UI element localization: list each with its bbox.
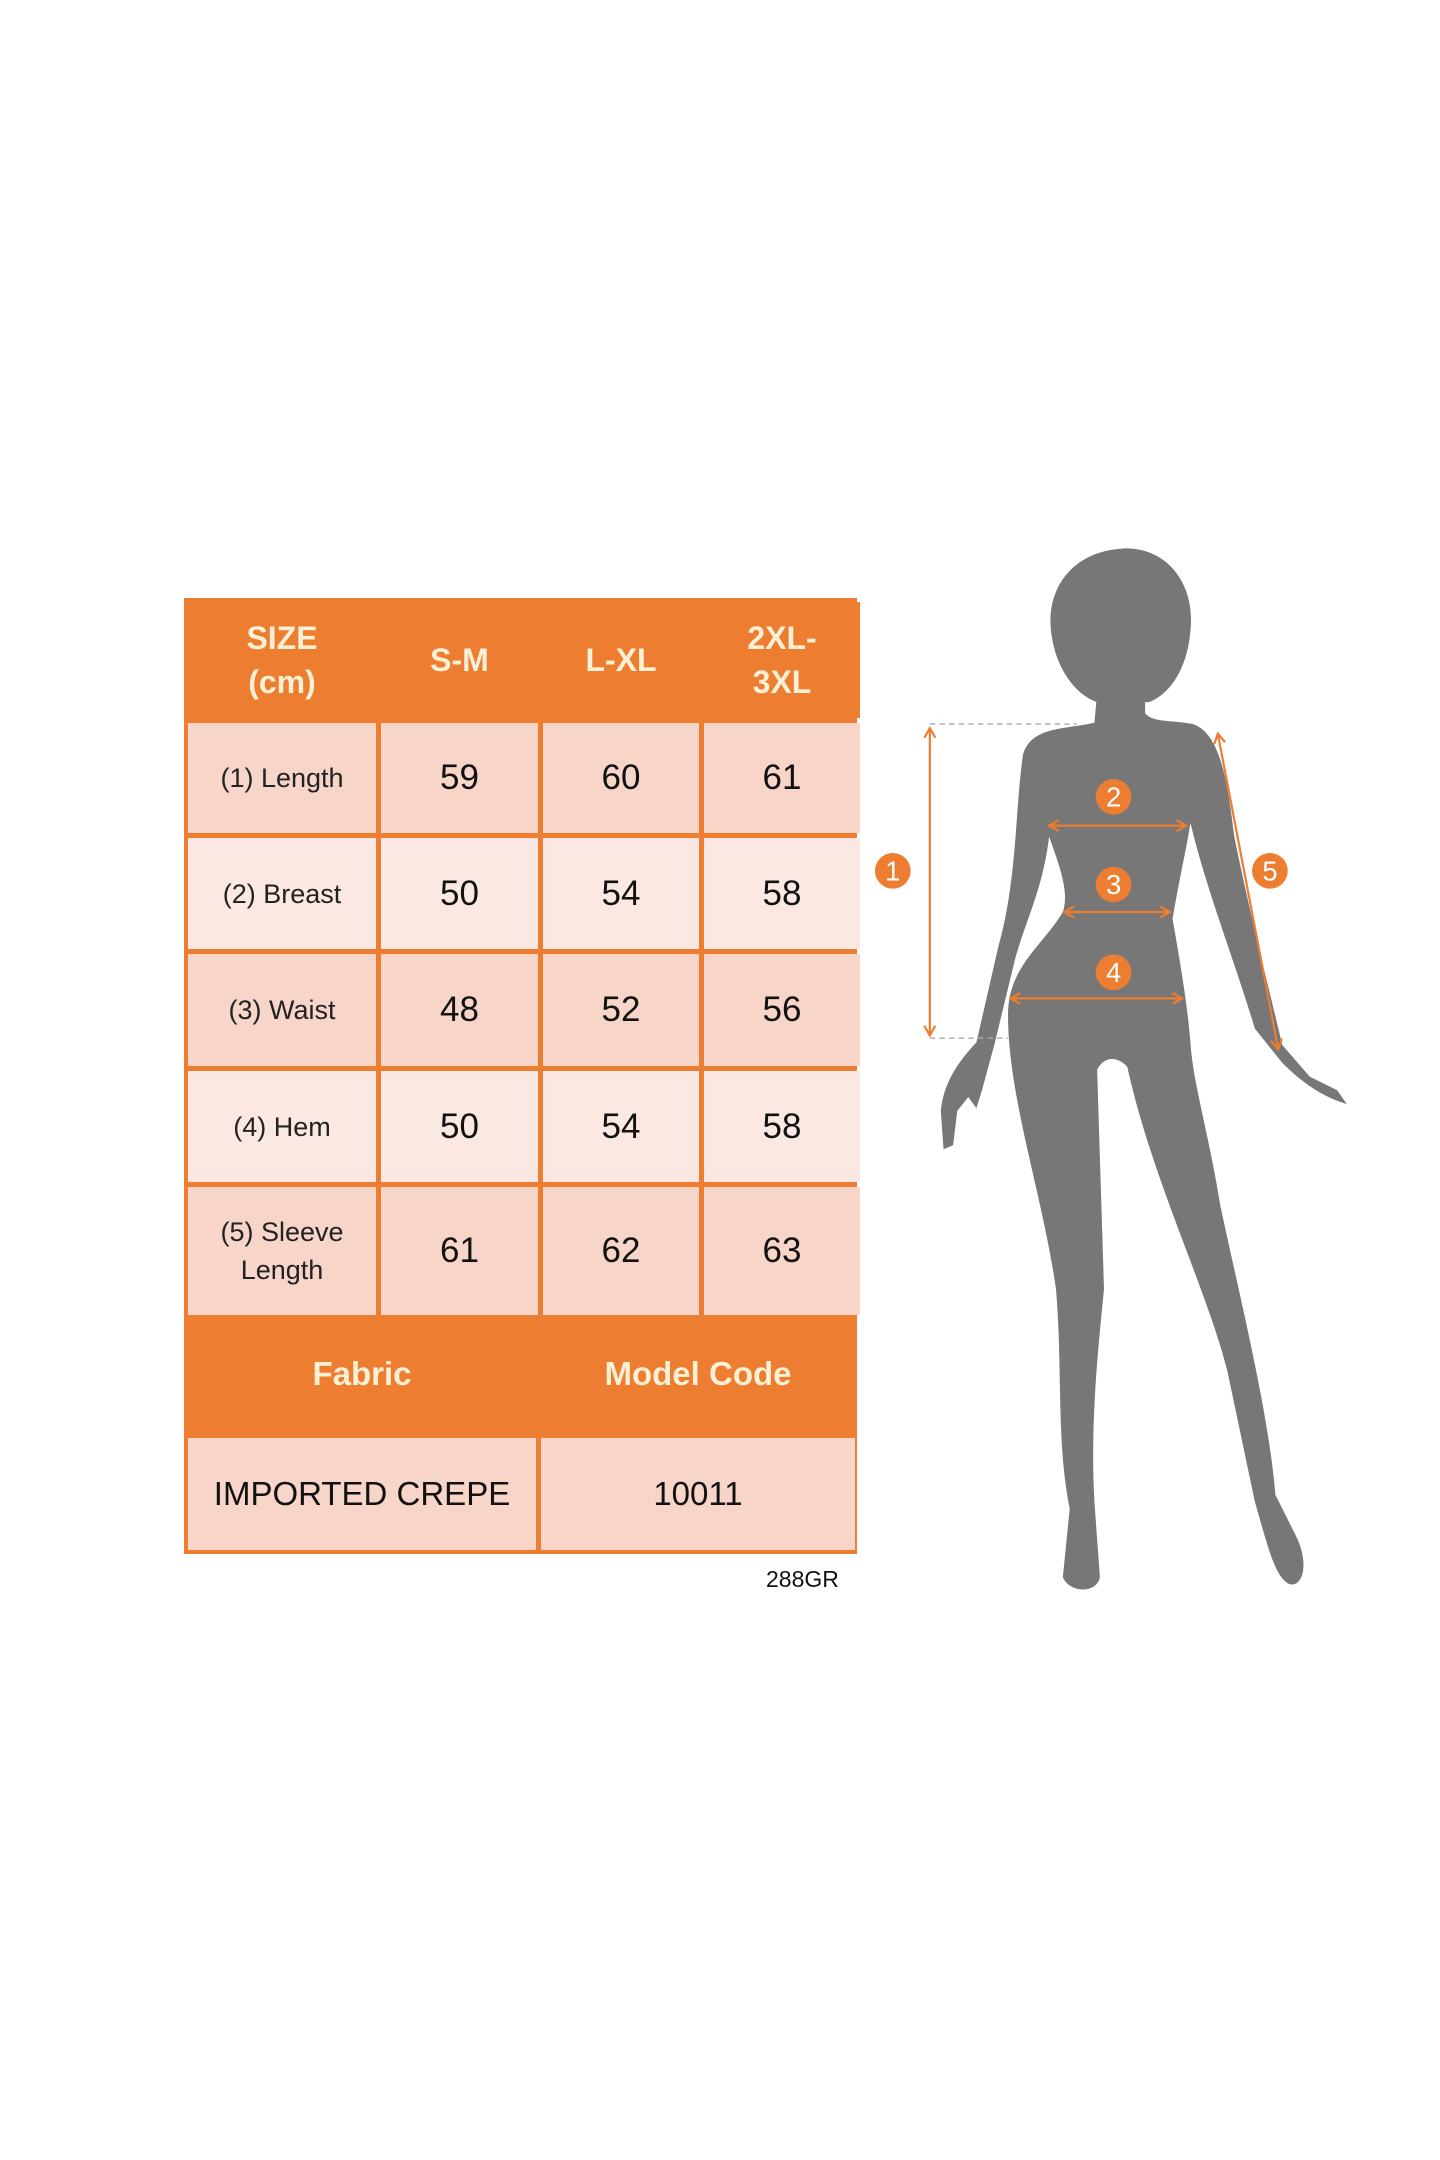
cell: 54: [543, 1071, 699, 1182]
header-text: 3XL: [752, 664, 812, 700]
product-code: 288GR: [766, 1566, 839, 1592]
fabric-value: IMPORTED CREPE: [188, 1438, 536, 1550]
marker-2-label: 2: [1106, 781, 1121, 812]
cell: 58: [704, 1071, 860, 1182]
marker-4-circle: [1095, 954, 1132, 991]
cell: 61: [381, 1187, 538, 1315]
cell: 48: [381, 954, 538, 1066]
marker-3-circle: [1095, 866, 1132, 903]
row-label-hem: (4) Hem: [188, 1071, 376, 1182]
row-label-breast: (2) Breast: [188, 838, 376, 949]
cell: 54: [543, 838, 699, 949]
size-chart-table: SIZE (cm) S-M L-XL 2XL- 3XL (1) Length 59 …: [184, 598, 860, 1554]
cell: 59: [381, 723, 538, 833]
body-shape: [940, 692, 1347, 1590]
header-l-xl: L-XL: [543, 602, 699, 718]
header-s-m: S-M: [381, 602, 538, 718]
header-size: SIZE (cm): [188, 602, 376, 718]
marker-1-circle: [874, 853, 911, 889]
label-text: (5) Sleeve: [220, 1217, 344, 1247]
cell: 62: [543, 1187, 699, 1315]
cell: 61: [704, 723, 860, 833]
cell: 50: [381, 1071, 538, 1182]
model-code-value: 10011: [541, 1438, 855, 1550]
cell: 58: [704, 838, 860, 949]
header-text: SIZE: [246, 620, 318, 656]
marker-5-label: 5: [1262, 855, 1277, 886]
cell: 50: [381, 838, 538, 949]
marker-4-label: 4: [1106, 957, 1121, 988]
label-text: Length: [240, 1255, 324, 1285]
header-model-code: Model Code: [541, 1315, 855, 1433]
header-fabric: Fabric: [188, 1315, 536, 1433]
row-label-waist: (3) Waist: [188, 954, 376, 1066]
row-label-sleeve-length: (5) Sleeve Length: [188, 1187, 376, 1315]
row-label-length: (1) Length: [188, 723, 376, 833]
marker-5-circle: [1252, 853, 1288, 889]
sleeve-arrow: [1213, 731, 1283, 1052]
cell: 60: [543, 723, 699, 833]
cell: 52: [543, 954, 699, 1066]
silhouette-figure: [940, 548, 1347, 1590]
marker-3-label: 3: [1106, 869, 1121, 900]
head-shape: [1050, 548, 1192, 703]
marker-2-circle: [1095, 778, 1132, 815]
header-text: (cm): [248, 664, 316, 700]
header-2xl-3xl: 2XL- 3XL: [704, 602, 860, 718]
marker-1-label: 1: [885, 855, 900, 886]
header-text: 2XL-: [747, 620, 817, 656]
cell: 56: [704, 954, 860, 1066]
cell: 63: [704, 1187, 860, 1315]
